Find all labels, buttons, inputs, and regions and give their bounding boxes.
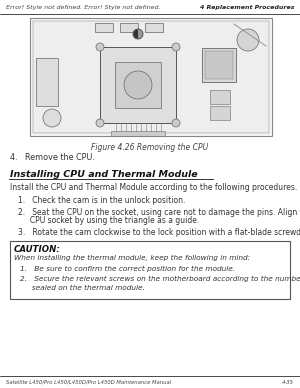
Text: Satellite L450/Pro L450/L450D/Pro L450D Maintenance Manual: Satellite L450/Pro L450/L450D/Pro L450D … <box>6 380 171 385</box>
Bar <box>145 23 163 32</box>
Text: Error! Style not defined. Error! Style not defined.: Error! Style not defined. Error! Style n… <box>6 5 160 10</box>
Bar <box>111 131 165 136</box>
Bar <box>115 62 161 108</box>
Text: 4.   Remove the CPU.: 4. Remove the CPU. <box>10 153 95 162</box>
Text: 1.   Check the cam is in the unlock position.: 1. Check the cam is in the unlock positi… <box>18 196 185 205</box>
Ellipse shape <box>124 71 152 99</box>
Text: sealed on the thermal module.: sealed on the thermal module. <box>20 285 145 291</box>
Bar <box>10 241 290 299</box>
Ellipse shape <box>172 43 180 51</box>
Bar <box>210 90 230 104</box>
Bar <box>30 18 272 136</box>
Bar <box>33 21 269 133</box>
Text: 4-35: 4-35 <box>282 380 294 385</box>
Ellipse shape <box>96 43 104 51</box>
Bar <box>202 48 236 82</box>
Text: 3.   Rotate the cam clockwise to the lock position with a flat-blade screwdriver: 3. Rotate the cam clockwise to the lock … <box>18 228 300 237</box>
Ellipse shape <box>133 29 143 39</box>
Ellipse shape <box>172 119 180 127</box>
Bar <box>205 51 233 79</box>
Text: CAUTION:: CAUTION: <box>14 245 61 254</box>
Ellipse shape <box>43 109 61 127</box>
Ellipse shape <box>96 119 104 127</box>
Text: 2.   Secure the relevant screws on the motherboard according to the number seque: 2. Secure the relevant screws on the mot… <box>20 276 300 282</box>
Bar <box>95 23 113 32</box>
Text: CPU socket by using the triangle as a guide.: CPU socket by using the triangle as a gu… <box>18 216 199 225</box>
Bar <box>120 23 138 32</box>
Text: 2.   Seat the CPU on the socket, using care not to damage the pins. Align the CP: 2. Seat the CPU on the socket, using car… <box>18 208 300 217</box>
Ellipse shape <box>237 29 259 51</box>
Text: 1.   Be sure to confirm the correct position for the module.: 1. Be sure to confirm the correct positi… <box>20 266 235 272</box>
Text: Install the CPU and Thermal Module according to the following procedures.: Install the CPU and Thermal Module accor… <box>10 183 297 192</box>
Bar <box>100 47 176 123</box>
Text: 4 Replacement Procedures: 4 Replacement Procedures <box>200 5 294 10</box>
Text: Installing CPU and Thermal Module: Installing CPU and Thermal Module <box>10 170 198 179</box>
Text: Figure 4.26 Removing the CPU: Figure 4.26 Removing the CPU <box>92 143 208 152</box>
Bar <box>36 58 58 106</box>
Wedge shape <box>134 29 138 38</box>
Text: When installing the thermal module, keep the following in mind:: When installing the thermal module, keep… <box>14 255 250 261</box>
Bar <box>210 106 230 120</box>
